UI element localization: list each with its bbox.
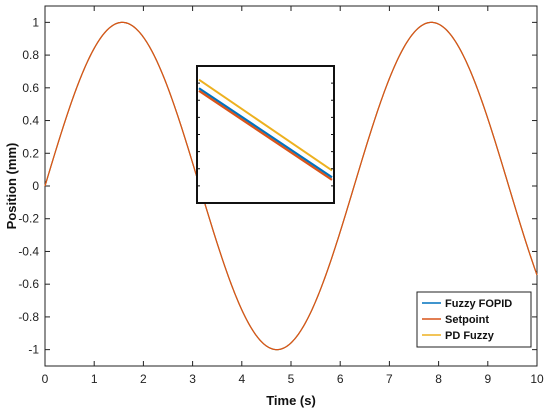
y-tick-label: -0.8 bbox=[18, 310, 39, 324]
plot-layer: 0 1 2 3 4 5 6 7 8 9 10 -1 -0.8 -0.6 -0.4 -0.2 0 0.2 0.4 0.6… bbox=[18, 5, 544, 386]
x-tick-label: 9 bbox=[484, 372, 491, 386]
legend-label: PD Fuzzy bbox=[445, 330, 495, 342]
y-tick-label: -0.2 bbox=[18, 212, 39, 226]
y-tick-label: 0.8 bbox=[22, 48, 39, 62]
y-tick-label: 0.2 bbox=[22, 146, 39, 160]
x-tick-label: 1 bbox=[91, 372, 98, 386]
x-axis-title: Time (s) bbox=[266, 393, 316, 408]
inset-line-pd-fuzzy bbox=[198, 78, 333, 172]
legend-label: Fuzzy FOPID bbox=[445, 298, 512, 310]
y-tick-label: -0.4 bbox=[18, 244, 39, 258]
x-tick-label: 10 bbox=[530, 372, 544, 386]
x-tick-label: 4 bbox=[238, 372, 245, 386]
y-tick-label: 0 bbox=[32, 179, 39, 193]
inset-line-setpoint bbox=[198, 89, 333, 181]
series-line-setpoint bbox=[44, 21, 538, 351]
y-tick-label: 0.6 bbox=[22, 81, 39, 95]
inset-line-fuzzy-fopid bbox=[198, 87, 333, 179]
x-tick-label: 5 bbox=[288, 372, 295, 386]
y-tick-label: -1 bbox=[28, 343, 39, 357]
y-tick-label: 0.4 bbox=[22, 114, 39, 128]
legend-label: Setpoint bbox=[445, 314, 489, 326]
x-tick-label: 0 bbox=[42, 372, 49, 386]
x-tick-label: 6 bbox=[337, 372, 344, 386]
x-tick-label: 7 bbox=[386, 372, 393, 386]
y-axis-title: Position (mm) bbox=[4, 143, 19, 230]
x-tick-label: 2 bbox=[140, 372, 147, 386]
y-tick-label: -0.6 bbox=[18, 277, 39, 291]
y-tick-label: 1 bbox=[32, 15, 39, 29]
x-tick-label: 8 bbox=[435, 372, 442, 386]
x-tick-label: 3 bbox=[189, 372, 196, 386]
